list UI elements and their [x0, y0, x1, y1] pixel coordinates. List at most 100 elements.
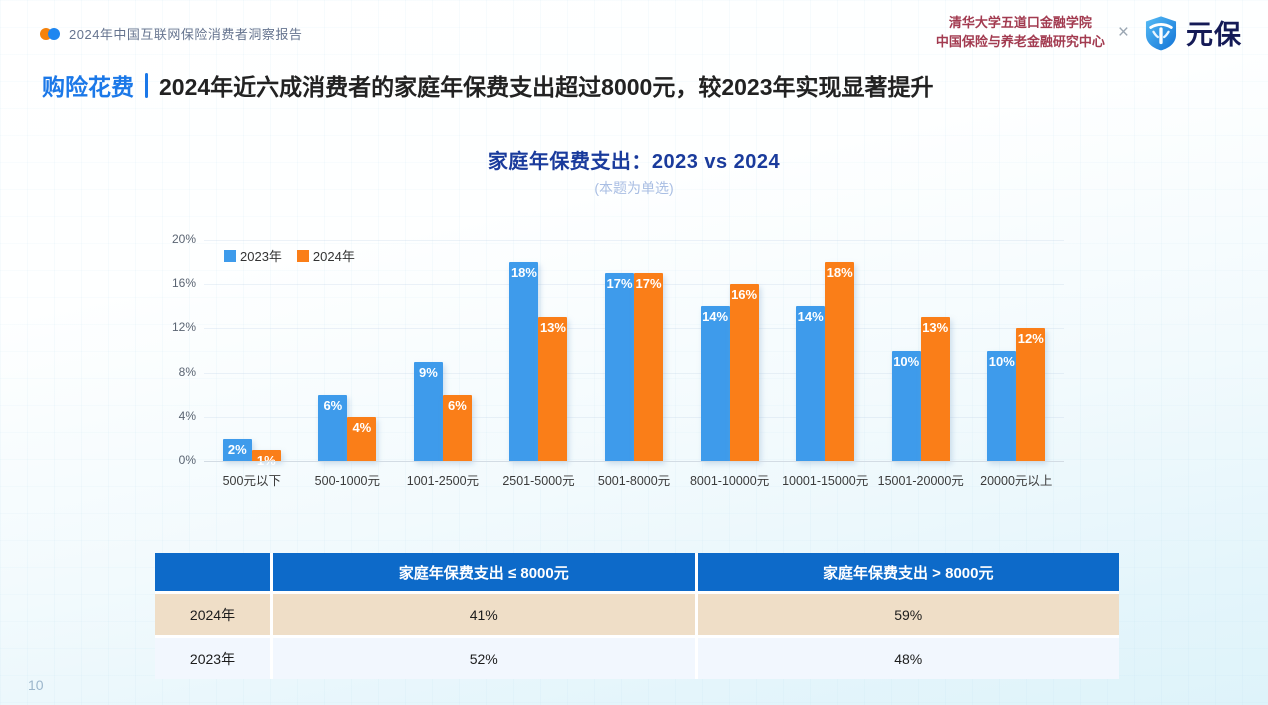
- bar-2023年-2501-5000元: 18%: [509, 262, 539, 461]
- bar-2024年-20000元以上: 12%: [1016, 328, 1046, 461]
- table-cell: 52%: [273, 638, 695, 679]
- bar-group: 6% 4% 500-1000元: [300, 240, 396, 488]
- bar-pair: 10% 13%: [873, 240, 969, 461]
- bar-2024年-500-1000元: 4%: [347, 416, 377, 461]
- org-line-2: 中国保险与养老金融研究中心: [935, 33, 1105, 49]
- bar-value-label: 1%: [256, 452, 276, 468]
- y-axis-tick: 12%: [171, 320, 196, 335]
- bar-value-label: 12%: [1017, 331, 1044, 347]
- y-axis-tick: 0%: [178, 453, 196, 467]
- bar-group: 2% 1% 500元以下: [204, 240, 300, 488]
- table-row-label: 2023年: [155, 638, 270, 679]
- bar-2024年-10001-15000元: 18%: [825, 262, 855, 461]
- legend-item-2023年: 2023年: [224, 246, 282, 265]
- bar-pair: 2% 1%: [204, 240, 300, 468]
- bar-value-label: 6%: [448, 397, 467, 413]
- bar-2024年-2501-5000元: 13%: [538, 317, 568, 461]
- bar-2024年-5001-8000元: 17%: [634, 273, 664, 461]
- y-axis-tick: 20%: [171, 232, 196, 246]
- bar-2023年-15001-20000元: 10%: [891, 350, 921, 461]
- legend-item-2024年: 2024年: [296, 246, 355, 265]
- table-header-cell: 家庭年保费支出 > 8000元: [697, 553, 1119, 591]
- bar-value-label: 6%: [323, 397, 343, 413]
- table-cell: 48%: [697, 638, 1119, 679]
- bar-group: 10% 12% 20000元以上: [969, 240, 1065, 488]
- org-line-1: 清华大学五道口金融学院: [948, 14, 1092, 30]
- bar-value-label: 16%: [731, 287, 758, 303]
- headline-divider: [145, 72, 148, 98]
- bar-group: 9% 6% 1001-2500元: [395, 240, 491, 488]
- bar-value-label: 17%: [635, 276, 662, 292]
- bar-pair: 17% 17%: [586, 240, 682, 461]
- yuanbao-logo-text: 元保: [1186, 20, 1242, 50]
- table-header-cell: 家庭年保费支出 ≤ 8000元: [273, 553, 695, 591]
- yuanbao-logo: 元保: [1142, 13, 1242, 52]
- bar-value-label: 13%: [539, 320, 566, 336]
- x-axis-label: 1001-2500元: [406, 474, 480, 488]
- bar-2023年-10001-15000元: 14%: [796, 306, 826, 461]
- bar-2024年-8001-10000元: 16%: [729, 284, 759, 461]
- x-axis-label: 500-1000元: [314, 474, 380, 488]
- header-org-block: 清华大学五道口金融学院 中国保险与养老金融研究中心 ×: [936, 13, 1242, 52]
- bar-value-label: 13%: [922, 320, 949, 336]
- legend-label: 2024年: [312, 249, 355, 264]
- chart-title: 家庭年保费支出：2023 vs 2024: [487, 151, 781, 173]
- yuanbao-shield-icon: [1145, 15, 1177, 50]
- collab-cross-symbol: ×: [1117, 21, 1129, 43]
- bar-2024年-500元以下: 1%: [251, 449, 281, 468]
- table-cell: 41%: [273, 594, 695, 635]
- bar-value-label: 10%: [893, 353, 920, 369]
- legend-swatch-icon: [296, 249, 309, 262]
- bar-value-label: 14%: [797, 309, 824, 325]
- bar-group: 14% 18% 10001-15000元: [777, 240, 873, 488]
- bar-2023年-5001-8000元: 17%: [605, 273, 635, 461]
- y-axis-tick: 4%: [178, 408, 196, 423]
- table-cell: 59%: [697, 594, 1119, 635]
- bar-pair: 14% 16%: [682, 240, 778, 461]
- y-axis-tick: 16%: [171, 276, 196, 291]
- bar-2024年-1001-2500元: 6%: [442, 394, 472, 461]
- x-axis-label: 500元以下: [222, 474, 281, 488]
- bar-value-label: 17%: [606, 276, 633, 292]
- bar-pair: 6% 4%: [300, 240, 396, 461]
- bar-2023年-8001-10000元: 14%: [700, 306, 730, 461]
- x-axis-label: 2501-5000元: [502, 474, 575, 488]
- bar-value-label: 18%: [510, 265, 537, 281]
- x-axis-label: 10001-15000元: [782, 474, 869, 488]
- headline-section-label: 购险花费: [42, 74, 134, 100]
- bar-group: 17% 17% 5001-8000元: [586, 240, 682, 488]
- report-badge: 2024年中国互联网保险消费者洞察报告: [40, 24, 302, 43]
- page-headline: 购险花费 2024年近六成消费者的家庭年保费支出超过8000元，较2023年实现…: [42, 68, 934, 102]
- bar-pair: 14% 18%: [777, 240, 873, 461]
- table-row-label: 2024年: [155, 594, 270, 635]
- x-axis-label: 15001-20000元: [877, 474, 964, 488]
- bar-value-label: 18%: [826, 265, 853, 281]
- bar-2023年-1001-2500元: 9%: [413, 361, 443, 461]
- brand-dots-icon: [40, 27, 60, 40]
- summary-table: 家庭年保费支出 ≤ 8000元 家庭年保费支出 > 8000元 2024年 41% 59…: [155, 553, 1119, 679]
- x-axis-label: 20000元以上: [980, 474, 1053, 488]
- legend-swatch-icon: [224, 249, 236, 262]
- bar-pair: 9% 6%: [395, 240, 491, 461]
- report-title: 2024年中国互联网保险消费者洞察报告: [69, 27, 303, 42]
- bar-value-label: 4%: [352, 419, 372, 435]
- bar-plot-area: 2% 1% 500元以下 6% 4% 500-1000元 9% 6% 1001-2500元 18%…: [204, 240, 1065, 488]
- chart-subtitle: (本题为单选): [594, 180, 674, 196]
- bar-group: 18% 13% 2501-5000元: [491, 240, 587, 488]
- bar-value-label: 10%: [988, 353, 1015, 369]
- x-axis-line: [204, 461, 1064, 462]
- bar-group: 14% 16% 8001-10000元: [682, 240, 778, 488]
- bar-2023年-20000元以上: 10%: [987, 350, 1017, 461]
- bar-value-label: 14%: [702, 309, 729, 325]
- brand-dot-blue-icon: [48, 27, 60, 40]
- bar-group: 10% 13% 15001-20000元: [873, 240, 969, 488]
- bar-2024年-15001-20000元: 13%: [920, 317, 950, 461]
- x-axis-label: 8001-10000元: [689, 474, 770, 488]
- gridline: [204, 240, 1064, 241]
- headline-statement: 2024年近六成消费者的家庭年保费支出超过8000元，较2023年实现显著提升: [159, 74, 934, 100]
- bar-pair: 18% 13%: [491, 240, 587, 461]
- y-axis-tick: 8%: [178, 364, 196, 379]
- x-axis-label: 5001-8000元: [597, 474, 671, 488]
- legend-label: 2023年: [240, 249, 282, 264]
